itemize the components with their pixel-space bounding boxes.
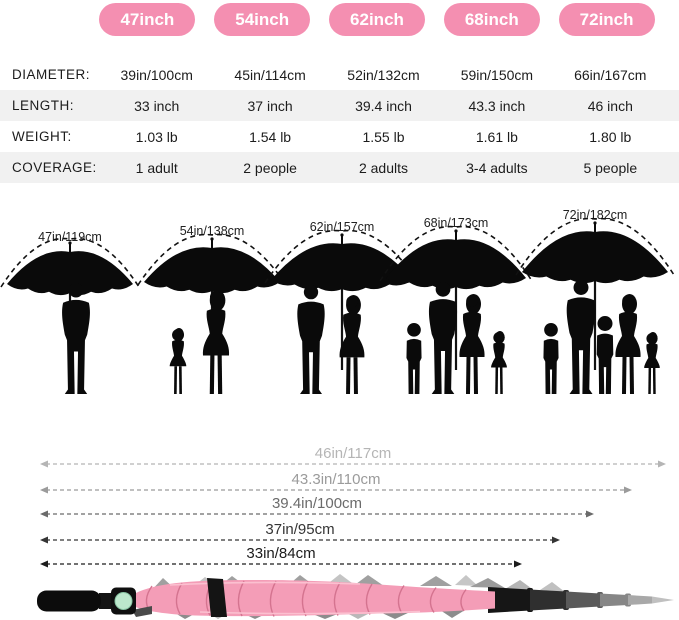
cell: 1.80 lb bbox=[589, 128, 632, 145]
umbrella-size-label: 72in/182cm bbox=[563, 208, 628, 222]
cell: 66in/167cm bbox=[574, 66, 647, 83]
closed-umbrella-image bbox=[37, 574, 674, 619]
cell: 45in/114cm bbox=[234, 66, 306, 83]
boy-silhouette bbox=[406, 323, 422, 394]
girl-silhouette bbox=[169, 328, 187, 394]
umbrella-shaft bbox=[488, 587, 674, 613]
cell: 39.4 inch bbox=[355, 97, 412, 114]
woman-silhouette bbox=[202, 290, 230, 394]
girl-silhouette bbox=[644, 332, 660, 394]
woman-silhouette bbox=[615, 294, 641, 394]
table-row-length: LENGTH: 33 inch 37 inch 39.4 inch 43.3 i… bbox=[0, 90, 679, 121]
man-silhouette bbox=[62, 283, 90, 394]
boy-silhouette bbox=[596, 316, 614, 394]
umbrella-figure: 68in/173cm bbox=[379, 216, 533, 394]
length-arrow: 39.4in/100cm bbox=[40, 495, 594, 518]
umbrella-handle bbox=[37, 587, 152, 617]
size-comparison-scene: 47in/119cm 54in/138cm 62in/157cm 68in/173cm… bbox=[0, 208, 675, 394]
man-silhouette bbox=[297, 285, 325, 394]
length-arrow: 46in/117cm bbox=[40, 446, 666, 468]
length-arrows: 46in/117cm 43.3in/110cm 39.4in/100cm 37i… bbox=[40, 446, 666, 568]
cell: 1.55 lb bbox=[362, 128, 405, 145]
cell: 43.3 inch bbox=[468, 97, 526, 114]
boy-silhouette bbox=[543, 323, 559, 394]
length-arrow: 37in/95cm bbox=[40, 521, 560, 544]
table-row-diameter: DIAMETER: 39in/100cm 45in/114cm 52in/132… bbox=[0, 59, 679, 90]
umbrella-figure: 54in/138cm bbox=[137, 224, 287, 394]
cell: 46 inch bbox=[587, 97, 633, 114]
man-silhouette bbox=[428, 282, 458, 394]
cell: 1.54 lb bbox=[249, 128, 292, 145]
cell: 1.03 lb bbox=[135, 128, 178, 145]
size-arc-dashed bbox=[379, 225, 533, 282]
cell: 1 adult bbox=[135, 159, 178, 176]
woman-silhouette bbox=[459, 294, 485, 394]
umbrella-figure: 47in/119cm bbox=[0, 230, 140, 394]
cell: 1.61 lb bbox=[475, 128, 518, 145]
arrow-label: 46in/117cm bbox=[315, 446, 391, 462]
cell: 2 people bbox=[243, 159, 297, 176]
girl-silhouette bbox=[491, 331, 507, 394]
umbrella-figure: 62in/157cm bbox=[264, 220, 420, 394]
cell: 3-4 adults bbox=[466, 159, 528, 176]
size-arc-dashed bbox=[264, 229, 420, 284]
size-badge: 62inch bbox=[328, 3, 425, 36]
length-arrow: 43.3in/110cm bbox=[40, 471, 632, 494]
size-badge-row: 47inch 54inch 62inch 68inch 72inch bbox=[90, 3, 664, 36]
row-label: LENGTH: bbox=[12, 98, 75, 113]
table-row-weight: WEIGHT: 1.03 lb 1.54 lb 1.55 lb 1.61 lb … bbox=[0, 121, 679, 152]
arrow-label: 43.3in/110cm bbox=[292, 471, 381, 488]
row-label: WEIGHT: bbox=[12, 129, 72, 144]
length-arrow: 33in/84cm bbox=[40, 545, 522, 568]
table-row-coverage: COVERAGE: 1 adult 2 people 2 adults 3-4 … bbox=[0, 152, 679, 183]
man-silhouette bbox=[566, 280, 596, 394]
row-label: COVERAGE: bbox=[12, 160, 97, 175]
pink-canopy bbox=[126, 578, 495, 617]
spec-table: DIAMETER: 39in/100cm 45in/114cm 52in/132… bbox=[0, 59, 679, 183]
cell: 37 inch bbox=[247, 97, 293, 114]
woman-silhouette bbox=[339, 295, 365, 394]
umbrella-figure: 72in/182cm bbox=[515, 208, 675, 394]
cell: 59in/150cm bbox=[460, 66, 534, 83]
arrow-label: 33in/84cm bbox=[246, 545, 315, 562]
cell: 2 adults bbox=[358, 159, 409, 176]
umbrella-size-label: 68in/173cm bbox=[424, 216, 489, 230]
cell: 52in/132cm bbox=[347, 66, 420, 83]
size-badge: 47inch bbox=[99, 3, 196, 36]
size-badge: 72inch bbox=[558, 3, 655, 36]
size-badge: 68inch bbox=[443, 3, 540, 36]
cell: 33 inch bbox=[134, 97, 180, 114]
row-label: DIAMETER: bbox=[12, 67, 91, 82]
cell: 39in/100cm bbox=[120, 66, 193, 83]
size-badge: 54inch bbox=[214, 3, 311, 36]
umbrella-size-label: 54in/138cm bbox=[180, 224, 245, 238]
open-button bbox=[114, 592, 133, 610]
cell: 5 people bbox=[583, 159, 638, 176]
arrow-label: 37in/95cm bbox=[265, 521, 334, 538]
size-arc-dashed bbox=[137, 233, 287, 286]
size-arc-dashed bbox=[515, 217, 675, 276]
umbrella-size-label: 62in/157cm bbox=[310, 220, 375, 234]
velcro-strap bbox=[207, 578, 227, 617]
arrow-label: 39.4in/100cm bbox=[272, 495, 362, 512]
